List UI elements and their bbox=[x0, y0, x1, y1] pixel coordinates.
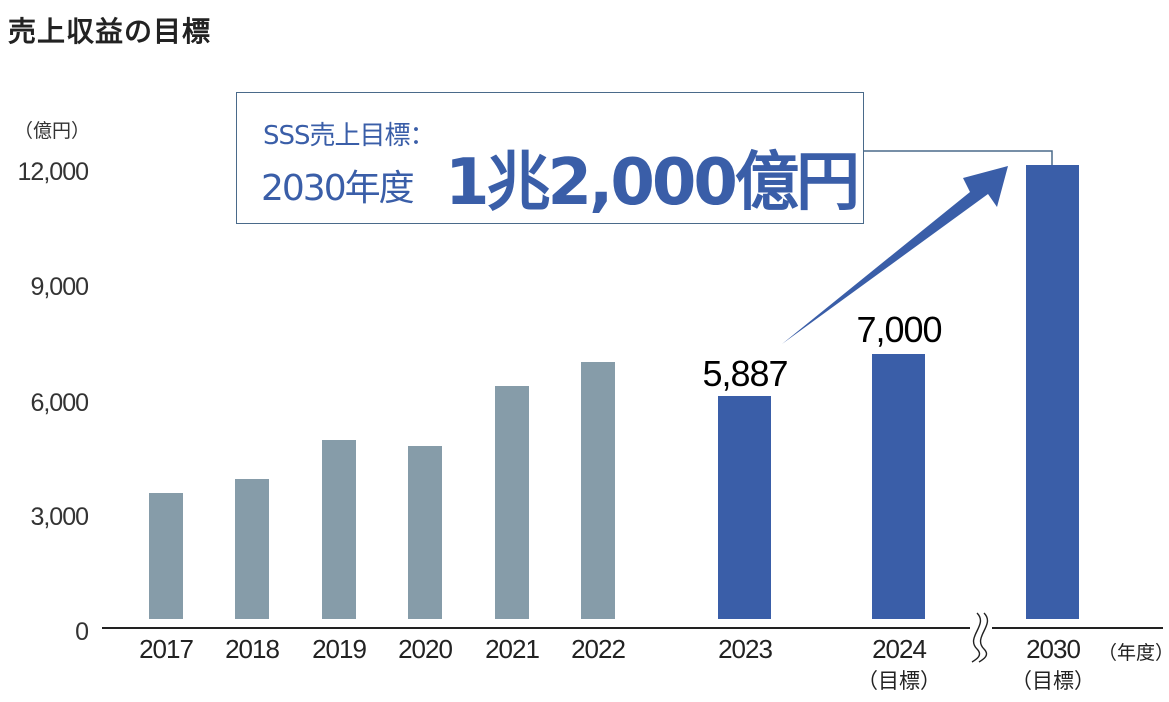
callout-target-value: 1兆2,000億円 bbox=[445, 146, 860, 220]
y-tick-9000: 9,000 bbox=[30, 273, 89, 301]
growth-arrow-icon bbox=[782, 166, 1008, 344]
callout-connector-line bbox=[863, 150, 1053, 165]
y-tick-3000: 3,000 bbox=[30, 503, 89, 531]
value-label-2023: 5,887 bbox=[702, 353, 788, 394]
x-axis-line bbox=[102, 627, 1163, 629]
x-axis-unit-label: （年度） bbox=[1098, 642, 1169, 664]
y-tick-6000: 6,000 bbox=[30, 389, 89, 417]
x-label-2018: 2018 bbox=[225, 634, 280, 664]
x-label-2017: 2017 bbox=[139, 634, 194, 664]
x-label-2030: 2030 bbox=[1026, 634, 1081, 664]
x-sublabel-2024-target: （目標） bbox=[857, 669, 941, 693]
x-label-2020: 2020 bbox=[398, 634, 453, 664]
x-label-2019: 2019 bbox=[312, 634, 367, 664]
callout-year: 2030年度 bbox=[261, 168, 415, 209]
bar-2019 bbox=[322, 440, 356, 619]
callout-heading: SSS売上目標： bbox=[263, 121, 436, 151]
chart-title: 売上収益の目標 bbox=[8, 15, 212, 48]
y-tick-12000: 12,000 bbox=[17, 158, 89, 186]
x-sublabel-2030-target: （目標） bbox=[1011, 669, 1095, 693]
x-label-2022: 2022 bbox=[571, 634, 626, 664]
y-tick-0: 0 bbox=[75, 618, 89, 646]
bar-2022 bbox=[581, 362, 615, 619]
x-label-2024: 2024 bbox=[872, 634, 927, 664]
x-label-2021: 2021 bbox=[485, 634, 540, 664]
value-label-2024: 7,000 bbox=[856, 309, 942, 350]
bar-2030-target bbox=[1026, 165, 1079, 619]
bar-2020 bbox=[408, 446, 442, 619]
x-label-2023: 2023 bbox=[718, 634, 773, 664]
bar-2021 bbox=[495, 386, 529, 619]
bar-2024-target bbox=[872, 354, 925, 619]
y-axis-unit-label: （億円） bbox=[14, 120, 91, 142]
bar-2017 bbox=[149, 493, 183, 619]
bar-2018 bbox=[235, 479, 269, 619]
bar-2023 bbox=[718, 396, 771, 619]
axis-break-icon bbox=[970, 612, 992, 663]
target-callout-box: SSS売上目標： 2030年度 1兆2,000億円 bbox=[236, 92, 864, 224]
